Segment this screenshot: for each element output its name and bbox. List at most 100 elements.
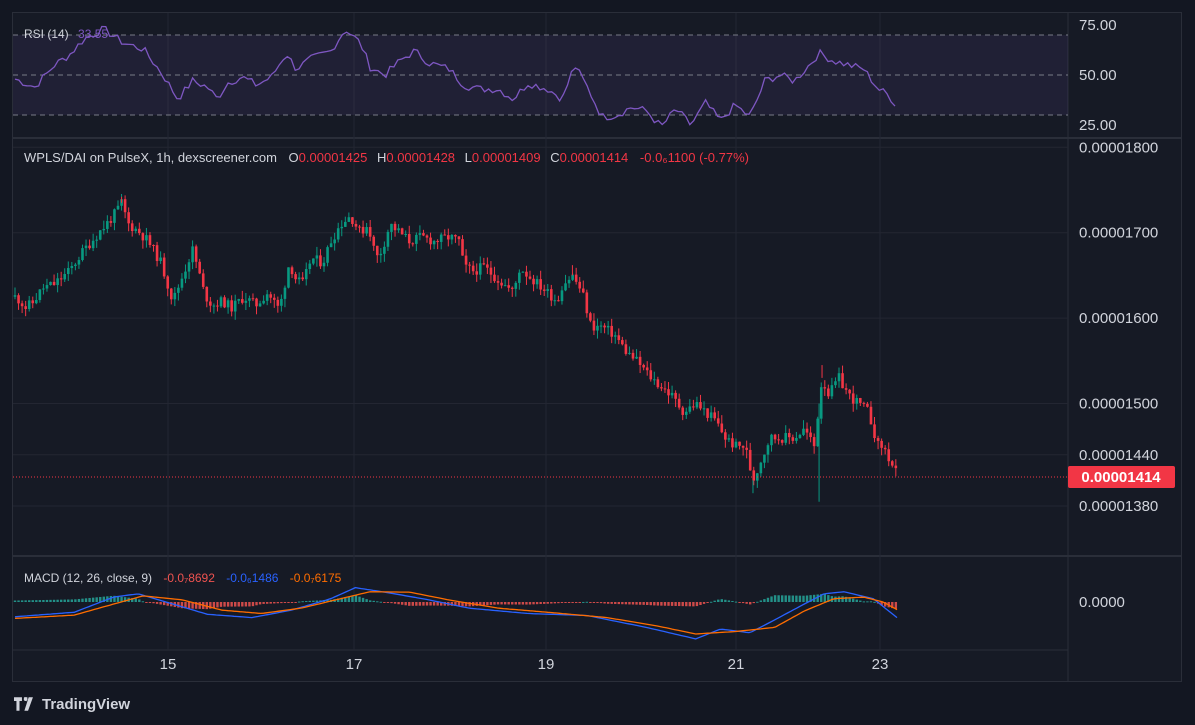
macd-hist-bar-48 [184, 602, 187, 609]
candle-body-40 [155, 245, 159, 262]
candle-body-112 [411, 243, 415, 245]
candle-body-154 [560, 290, 564, 302]
macd-hist-bar-117 [429, 602, 432, 606]
candle-body-176 [638, 356, 642, 365]
macd-line [14, 586, 898, 640]
macd-hist-bar-203 [734, 601, 738, 603]
candle-body-109 [400, 228, 404, 235]
change-value: -0.0₆1100 (-0.77%) [640, 150, 749, 165]
rsi-line [14, 25, 896, 126]
macd-hist-bar-247 [891, 602, 894, 609]
macd-hist-bar-233 [841, 596, 844, 602]
candle-body-152 [553, 300, 557, 302]
price-tick-5: 0.00001380 [1079, 498, 1158, 515]
candle-body-97 [358, 226, 361, 228]
footer: TradingView [14, 692, 130, 716]
price-axis[interactable]: 0.00001800 0.00001700 0.00001600 0.00001500… [1079, 139, 1158, 515]
macd-hist-bar-97 [358, 596, 361, 602]
candle-body-169 [613, 335, 617, 337]
macd-axis[interactable]: 0.0000 [1079, 594, 1125, 611]
rsi-legend[interactable]: RSI (14) 33.55 [24, 27, 108, 41]
macd-hist-bar-200 [724, 599, 727, 602]
candle-body-89 [329, 243, 333, 248]
candle-body-229 [827, 388, 830, 397]
macd-hist-bar-70 [262, 602, 265, 604]
rsi-axis[interactable]: 75.00 50.00 25.00 [1079, 17, 1117, 134]
macd-hist-bar-223 [805, 595, 809, 602]
candle-body-42 [162, 257, 166, 277]
candle-body-90 [333, 239, 336, 244]
candle-body-185 [670, 392, 674, 396]
macd-hist-bar-23 [95, 597, 98, 602]
macd-hist-bar-213 [770, 596, 773, 602]
macd-hist-bar-18 [77, 598, 81, 602]
candle-body-133 [486, 264, 489, 268]
macd-hist-bar-147 [535, 602, 539, 605]
macd-hist-bar-13 [59, 599, 63, 602]
candle-body-35 [138, 228, 141, 234]
candle-body-145 [528, 276, 532, 279]
macd-hist-bar-59 [223, 602, 226, 607]
candle-body-243 [876, 438, 880, 441]
symbol-legend[interactable]: WPLS/DAI on PulseX, 1h, dexscreener.com … [24, 150, 749, 165]
candle-body-19 [81, 248, 84, 261]
candle-body-102 [375, 245, 379, 256]
candle-body-25 [102, 228, 106, 231]
macd-hist-bar-235 [848, 597, 851, 602]
candle-body-137 [500, 282, 503, 286]
candle-body-74 [276, 299, 280, 306]
time-axis[interactable]: 15 17 19 21 23 [160, 656, 889, 673]
candle-body-57 [216, 305, 219, 307]
macd-hist-bar-33 [131, 598, 134, 602]
candle-body-43 [166, 276, 170, 289]
candle-body-220 [795, 437, 798, 441]
candle-body-162 [589, 313, 592, 321]
candle-body-241 [869, 406, 873, 425]
candle-body-116 [425, 235, 429, 238]
candle-body-233 [841, 373, 844, 389]
candle-body-146 [532, 278, 535, 285]
macd-hist-bar-4 [28, 600, 31, 602]
macd-hist-bar-10 [49, 599, 52, 602]
macd-hist-bar-132 [482, 602, 486, 606]
chart-canvas[interactable]: 0.00001800 0.00001700 0.00001600 0.00001500… [13, 13, 1182, 682]
macd-hist-bar-52 [198, 602, 201, 609]
macd-hist-bar-139 [507, 602, 510, 605]
macd-hist-bar-75 [280, 602, 283, 604]
candle-body-84 [312, 258, 315, 264]
candle-body-168 [610, 325, 613, 337]
macd-hist-bar-217 [784, 595, 787, 602]
candle-body-141 [514, 282, 518, 289]
macd-hist-bar-47 [180, 602, 184, 609]
macd-hist-bar-16 [70, 599, 74, 602]
candle-body-192 [695, 402, 699, 408]
macd-hist-bar-77 [287, 602, 290, 603]
macd-hist-bar-176 [638, 602, 642, 605]
macd-hist-bar-142 [518, 602, 521, 605]
candle-body-96 [354, 223, 358, 227]
rsi-tick-0: 75.00 [1079, 17, 1117, 34]
candle-body-20 [84, 245, 88, 249]
candle-body-4 [27, 300, 31, 309]
candles [13, 193, 898, 502]
candle-body-122 [447, 235, 450, 240]
macd-hist-bar-198 [717, 599, 720, 602]
macd-hist-bar-218 [788, 595, 791, 602]
candle-body-134 [489, 267, 493, 275]
macd-hist-bar-237 [855, 599, 858, 602]
macd-legend[interactable]: MACD (12, 26, close, 9) -0.0₇8692 -0.0₆1… [24, 571, 342, 585]
macd-hist-bar-60 [226, 602, 230, 607]
macd-hist-bar-191 [692, 602, 695, 607]
rsi-band [13, 35, 1068, 115]
macd-hist-bar-179 [649, 602, 652, 606]
macd-hist-bar-209 [756, 601, 759, 603]
candle-body-200 [724, 432, 727, 440]
macd-hist-bar-187 [677, 602, 681, 607]
macd-hist-bar-22 [91, 597, 95, 602]
candle-body-151 [550, 289, 553, 301]
candle-body-206 [745, 447, 748, 450]
candle-body-228 [823, 387, 827, 389]
candle-body-46 [177, 287, 180, 293]
candle-body-125 [457, 236, 461, 240]
candle-body-216 [780, 440, 784, 443]
